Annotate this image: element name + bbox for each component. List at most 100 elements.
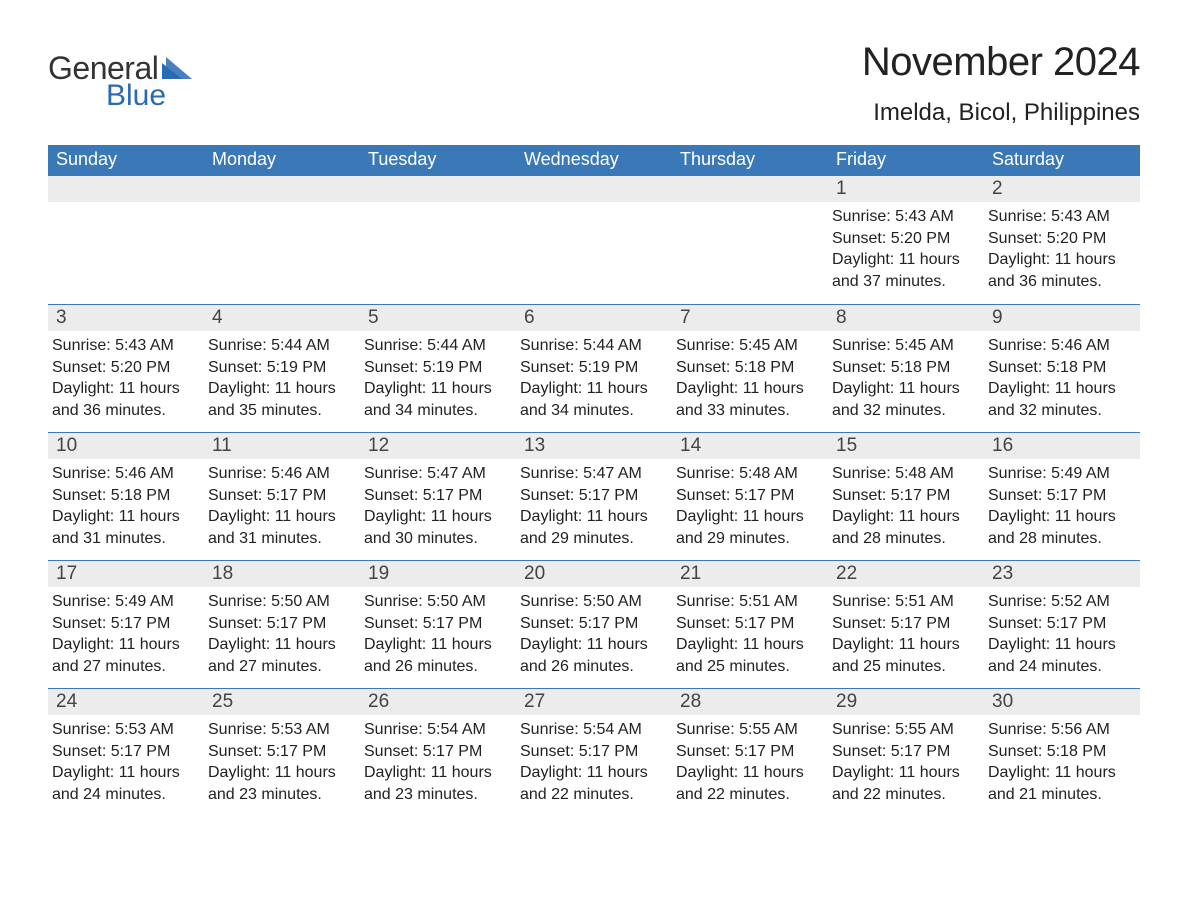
daynum-bar: 20 bbox=[516, 561, 672, 587]
day-number: 6 bbox=[524, 307, 535, 328]
day-number: 8 bbox=[836, 307, 847, 328]
daynum-bar: 8 bbox=[828, 305, 984, 331]
sunset-text: Sunset: 5:17 PM bbox=[52, 741, 198, 763]
daynum-bar: 9 bbox=[984, 305, 1140, 331]
empty-day-bar bbox=[48, 176, 204, 202]
daynum-bar: 17 bbox=[48, 561, 204, 587]
daylight-text: Daylight: 11 hours bbox=[676, 762, 822, 784]
day-number: 16 bbox=[992, 435, 1013, 456]
sunset-text: Sunset: 5:17 PM bbox=[208, 485, 354, 507]
day-cell: 6Sunrise: 5:44 AMSunset: 5:19 PMDaylight… bbox=[516, 305, 672, 432]
sunrise-text: Sunrise: 5:53 AM bbox=[52, 719, 198, 741]
day-cell: 10Sunrise: 5:46 AMSunset: 5:18 PMDayligh… bbox=[48, 433, 204, 560]
daylight-text: Daylight: 11 hours bbox=[988, 249, 1134, 271]
sunset-text: Sunset: 5:17 PM bbox=[988, 485, 1134, 507]
sunrise-text: Sunrise: 5:50 AM bbox=[208, 591, 354, 613]
sunset-text: Sunset: 5:20 PM bbox=[52, 357, 198, 379]
daylight-text: and 32 minutes. bbox=[988, 400, 1134, 422]
daylight-text: and 30 minutes. bbox=[364, 528, 510, 550]
daynum-bar: 7 bbox=[672, 305, 828, 331]
daylight-text: and 21 minutes. bbox=[988, 784, 1134, 806]
sunset-text: Sunset: 5:20 PM bbox=[832, 228, 978, 250]
calendar: SundayMondayTuesdayWednesdayThursdayFrid… bbox=[48, 145, 1140, 816]
daylight-text: Daylight: 11 hours bbox=[52, 762, 198, 784]
sunrise-text: Sunrise: 5:51 AM bbox=[676, 591, 822, 613]
daylight-text: and 37 minutes. bbox=[832, 271, 978, 293]
daylight-text: and 22 minutes. bbox=[832, 784, 978, 806]
weekday-header: Sunday bbox=[48, 145, 204, 176]
sunrise-text: Sunrise: 5:54 AM bbox=[520, 719, 666, 741]
sunrise-text: Sunrise: 5:43 AM bbox=[832, 206, 978, 228]
day-number: 30 bbox=[992, 691, 1013, 712]
week-row: 17Sunrise: 5:49 AMSunset: 5:17 PMDayligh… bbox=[48, 560, 1140, 688]
daylight-text: Daylight: 11 hours bbox=[364, 634, 510, 656]
daylight-text: and 25 minutes. bbox=[676, 656, 822, 678]
day-number: 23 bbox=[992, 563, 1013, 584]
daynum-bar: 23 bbox=[984, 561, 1140, 587]
daynum-bar: 15 bbox=[828, 433, 984, 459]
location-subtitle: Imelda, Bicol, Philippines bbox=[862, 99, 1140, 127]
daylight-text: Daylight: 11 hours bbox=[52, 506, 198, 528]
daynum-bar: 5 bbox=[360, 305, 516, 331]
daylight-text: Daylight: 11 hours bbox=[364, 506, 510, 528]
daylight-text: Daylight: 11 hours bbox=[364, 762, 510, 784]
daylight-text: Daylight: 11 hours bbox=[988, 634, 1134, 656]
daylight-text: and 35 minutes. bbox=[208, 400, 354, 422]
day-cell: 20Sunrise: 5:50 AMSunset: 5:17 PMDayligh… bbox=[516, 561, 672, 688]
sunset-text: Sunset: 5:18 PM bbox=[832, 357, 978, 379]
day-number: 21 bbox=[680, 563, 701, 584]
daylight-text: Daylight: 11 hours bbox=[520, 762, 666, 784]
day-number: 19 bbox=[368, 563, 389, 584]
daylight-text: and 28 minutes. bbox=[832, 528, 978, 550]
daylight-text: and 22 minutes. bbox=[676, 784, 822, 806]
day-cell: 19Sunrise: 5:50 AMSunset: 5:17 PMDayligh… bbox=[360, 561, 516, 688]
daylight-text: Daylight: 11 hours bbox=[520, 506, 666, 528]
sunset-text: Sunset: 5:17 PM bbox=[520, 741, 666, 763]
day-number: 15 bbox=[836, 435, 857, 456]
daynum-bar: 16 bbox=[984, 433, 1140, 459]
empty-day-bar bbox=[672, 176, 828, 202]
daylight-text: and 34 minutes. bbox=[364, 400, 510, 422]
daylight-text: Daylight: 11 hours bbox=[988, 378, 1134, 400]
daynum-bar: 1 bbox=[828, 176, 984, 202]
logo-word2: Blue bbox=[106, 79, 166, 113]
day-cell: 8Sunrise: 5:45 AMSunset: 5:18 PMDaylight… bbox=[828, 305, 984, 432]
day-cell: 11Sunrise: 5:46 AMSunset: 5:17 PMDayligh… bbox=[204, 433, 360, 560]
daylight-text: Daylight: 11 hours bbox=[208, 634, 354, 656]
day-cell: 1Sunrise: 5:43 AMSunset: 5:20 PMDaylight… bbox=[828, 176, 984, 304]
day-number: 28 bbox=[680, 691, 701, 712]
sunset-text: Sunset: 5:19 PM bbox=[364, 357, 510, 379]
daylight-text: Daylight: 11 hours bbox=[208, 762, 354, 784]
day-number: 7 bbox=[680, 307, 691, 328]
daynum-bar: 27 bbox=[516, 689, 672, 715]
day-cell: 14Sunrise: 5:48 AMSunset: 5:17 PMDayligh… bbox=[672, 433, 828, 560]
daylight-text: and 36 minutes. bbox=[988, 271, 1134, 293]
daylight-text: Daylight: 11 hours bbox=[832, 762, 978, 784]
daylight-text: and 29 minutes. bbox=[676, 528, 822, 550]
day-number: 3 bbox=[56, 307, 67, 328]
sunrise-text: Sunrise: 5:46 AM bbox=[988, 335, 1134, 357]
sunrise-text: Sunrise: 5:54 AM bbox=[364, 719, 510, 741]
daylight-text: and 22 minutes. bbox=[520, 784, 666, 806]
day-cell: 28Sunrise: 5:55 AMSunset: 5:17 PMDayligh… bbox=[672, 689, 828, 816]
page-title: November 2024 bbox=[862, 40, 1140, 85]
day-cell: 22Sunrise: 5:51 AMSunset: 5:17 PMDayligh… bbox=[828, 561, 984, 688]
daynum-bar: 3 bbox=[48, 305, 204, 331]
daylight-text: and 31 minutes. bbox=[52, 528, 198, 550]
sunrise-text: Sunrise: 5:43 AM bbox=[52, 335, 198, 357]
weekday-header: Thursday bbox=[672, 145, 828, 176]
day-cell: 5Sunrise: 5:44 AMSunset: 5:19 PMDaylight… bbox=[360, 305, 516, 432]
weekday-header-row: SundayMondayTuesdayWednesdayThursdayFrid… bbox=[48, 145, 1140, 176]
day-cell bbox=[360, 176, 516, 304]
daylight-text: Daylight: 11 hours bbox=[52, 378, 198, 400]
day-cell: 21Sunrise: 5:51 AMSunset: 5:17 PMDayligh… bbox=[672, 561, 828, 688]
sunrise-text: Sunrise: 5:48 AM bbox=[832, 463, 978, 485]
daylight-text: and 31 minutes. bbox=[208, 528, 354, 550]
empty-day-bar bbox=[204, 176, 360, 202]
day-number: 4 bbox=[212, 307, 223, 328]
sunset-text: Sunset: 5:17 PM bbox=[988, 613, 1134, 635]
daynum-bar: 6 bbox=[516, 305, 672, 331]
daynum-bar: 14 bbox=[672, 433, 828, 459]
daylight-text: Daylight: 11 hours bbox=[520, 634, 666, 656]
sunrise-text: Sunrise: 5:47 AM bbox=[364, 463, 510, 485]
